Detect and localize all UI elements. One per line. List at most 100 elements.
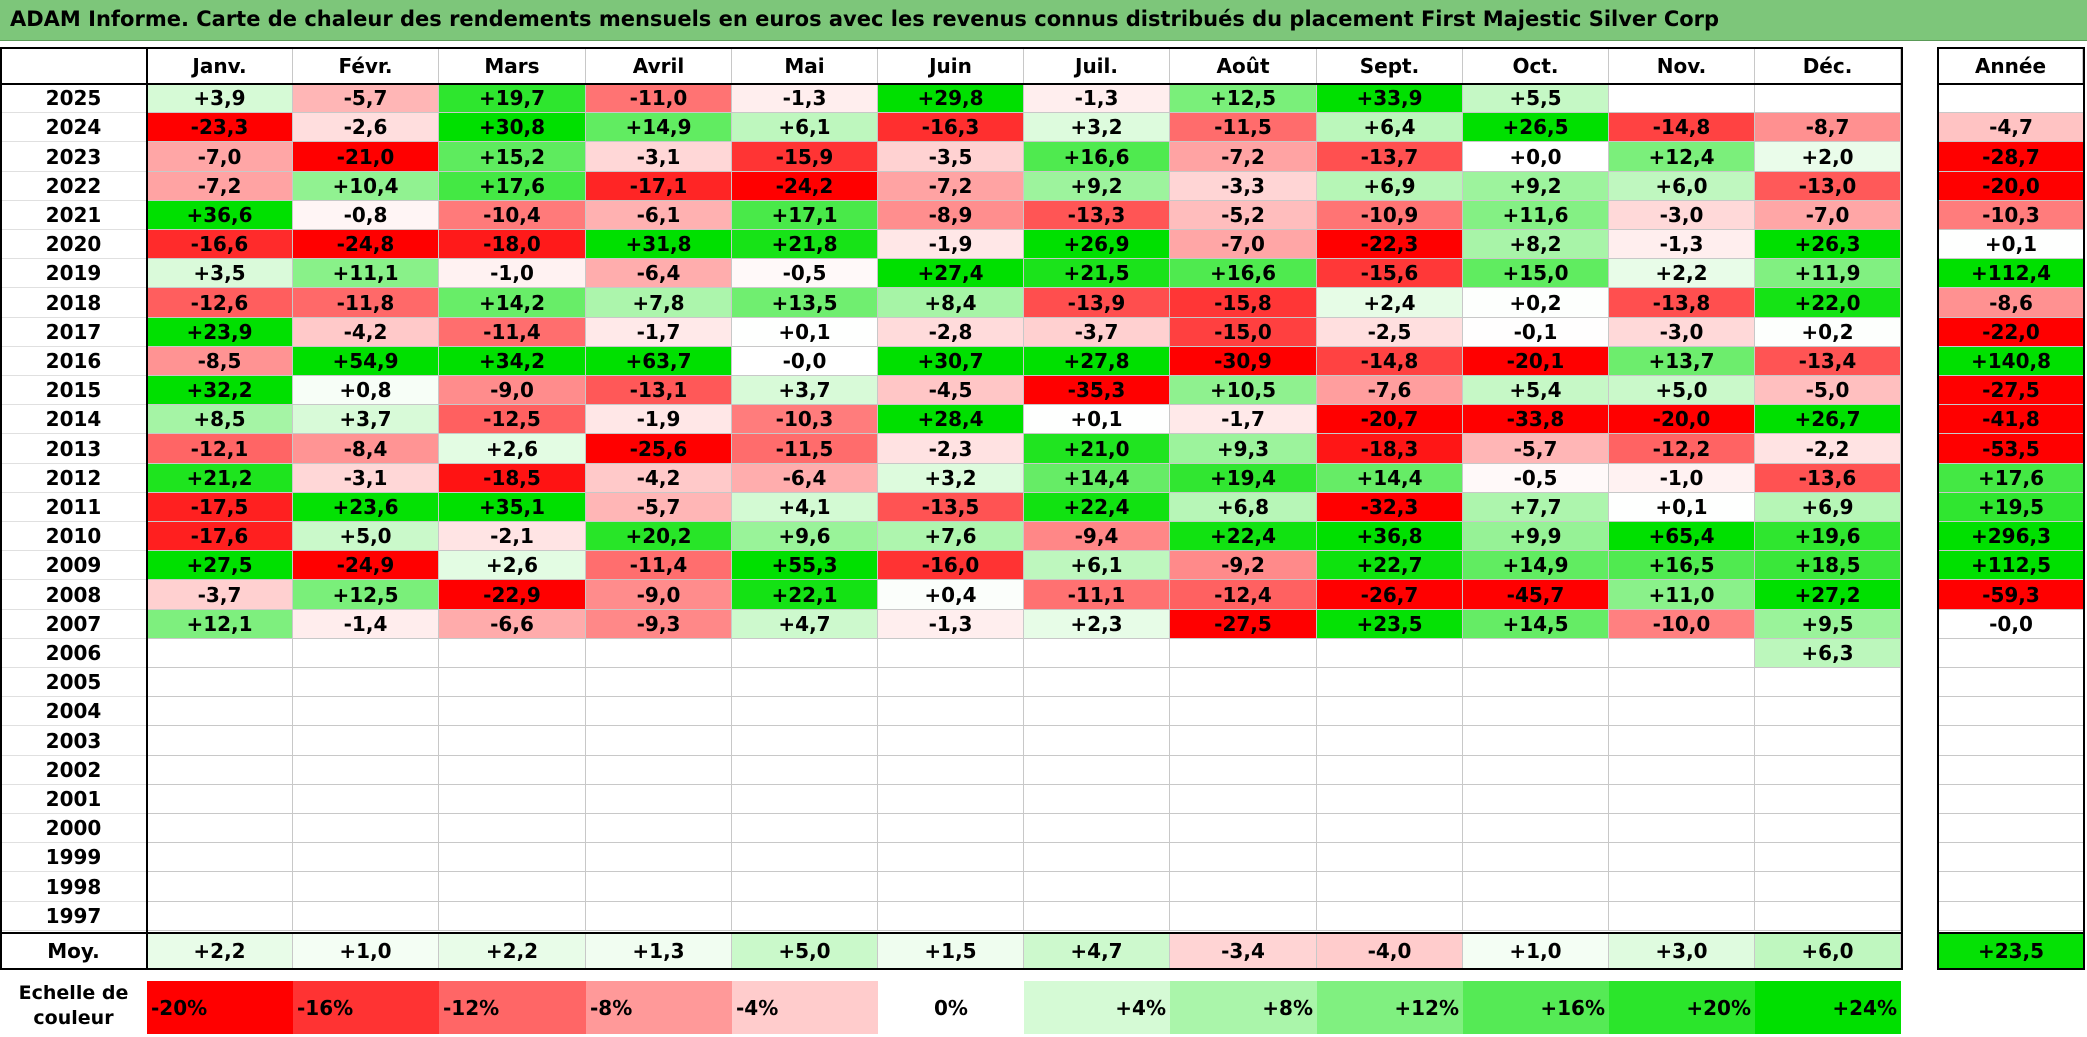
average-cell: +2,2 [147,933,293,968]
heatmap-cell [1463,814,1609,843]
heatmap-cell: -0,8 [293,201,439,230]
heatmap-cell: -13,4 [1755,347,1901,376]
heatmap-cell: +14,9 [586,113,732,142]
heatmap-cell [1024,697,1170,726]
annual-cell [1939,697,2083,726]
heatmap-cell [1755,84,1901,113]
heatmap-cell [1463,697,1609,726]
heatmap-cell: -0,5 [732,259,878,288]
heatmap-cell: -1,3 [1609,230,1755,259]
heatmap-cell: -2,8 [878,318,1024,347]
heatmap-cell: +3,2 [1024,113,1170,142]
heatmap-cell: -20,0 [1609,405,1755,434]
annual-cell: -22,0 [1939,318,2083,347]
heatmap-cell [439,697,586,726]
heatmap-cell: +55,3 [732,551,878,580]
heatmap-cell: +27,4 [878,259,1024,288]
year-label: 2000 [0,814,147,843]
annual-cell [1939,902,2083,931]
heatmap-cell [732,902,878,931]
heatmap-cell: +23,6 [293,493,439,522]
heatmap-cell: +2,4 [1317,288,1463,318]
heatmap-cell [878,814,1024,843]
heatmap-cell: -17,1 [586,172,732,201]
annual-cell: +112,4 [1939,259,2083,288]
heatmap-cell [1609,84,1755,113]
heatmap-cell: +0,1 [1024,405,1170,434]
heatmap-cell: -13,6 [1755,464,1901,493]
heatmap-cell: +8,4 [878,288,1024,318]
average-cell: +6,0 [1755,933,1901,968]
heatmap-cell: -13,3 [1024,201,1170,230]
heatmap-cell: -1,3 [878,610,1024,639]
year-label: 2013 [0,434,147,464]
heatmap-cell: +6,9 [1317,172,1463,201]
heatmap-cell: +30,7 [878,347,1024,376]
annual-cell [1939,756,2083,785]
heatmap-cell [586,668,732,697]
heatmap-cell: -35,3 [1024,376,1170,405]
heatmap-cell [1024,668,1170,697]
scale-swatch: -8% [586,981,732,1034]
heatmap-cell [147,785,293,814]
heatmap-cell [586,697,732,726]
heatmap-cell: +6,9 [1755,493,1901,522]
heatmap-cell: +17,1 [732,201,878,230]
year-label: 2004 [0,697,147,726]
heatmap-cell: +3,7 [293,405,439,434]
heatmap-cell: -27,5 [1170,610,1317,639]
heatmap-cell [1755,872,1901,902]
average-cell: -3,4 [1170,933,1317,968]
heatmap-cell: +10,5 [1170,376,1317,405]
heatmap-cell: +10,4 [293,172,439,201]
heatmap-cell [878,756,1024,785]
heatmap-cell [147,697,293,726]
annual-cell [1939,872,2083,902]
annual-cell: +19,5 [1939,493,2083,522]
heatmap-cell [147,668,293,697]
heatmap-cell: -0,5 [1463,464,1609,493]
heatmap-cell: +15,2 [439,142,586,172]
annual-cell: -59,3 [1939,580,2083,610]
heatmap-cell [1170,668,1317,697]
heatmap-cell [1024,843,1170,872]
heatmap-cell: -2,6 [293,113,439,142]
heatmap-cell: +6,1 [1024,551,1170,580]
heatmap-cell: -8,5 [147,347,293,376]
heatmap-cell [586,726,732,756]
heatmap-cell [1317,872,1463,902]
heatmap-cell: +7,8 [586,288,732,318]
heatmap-cell: -14,8 [1609,113,1755,142]
annual-cell: -8,6 [1939,288,2083,318]
heatmap-cell: -15,9 [732,142,878,172]
average-cell: +1,0 [293,933,439,968]
heatmap-cell: -25,6 [586,434,732,464]
header-divider [0,83,1903,85]
annual-cell [1939,639,2083,668]
heatmap-cell: -15,0 [1170,318,1317,347]
heatmap-cell [878,639,1024,668]
heatmap-cell [293,697,439,726]
heatmap-cell: -5,7 [1463,434,1609,464]
heatmap-cell: -33,8 [1463,405,1609,434]
heatmap-cell [1024,814,1170,843]
scale-swatch: -20% [147,981,293,1034]
heatmap-cell: -15,8 [1170,288,1317,318]
heatmap-cell [1024,785,1170,814]
heatmap-cell: +14,9 [1463,551,1609,580]
heatmap-cell: -24,9 [293,551,439,580]
heatmap-cell: -11,4 [586,551,732,580]
heatmap-cell: +0,0 [1463,142,1609,172]
heatmap-cell [586,756,732,785]
heatmap-cell [1170,756,1317,785]
heatmap-cell [732,843,878,872]
heatmap-cell: -2,3 [878,434,1024,464]
heatmap-cell [1463,902,1609,931]
heatmap-cell: +36,8 [1317,522,1463,551]
heatmap-cell [732,726,878,756]
year-label: 2019 [0,259,147,288]
annual-cell [1939,843,2083,872]
heatmap-cell: +14,2 [439,288,586,318]
heatmap-cell: +13,7 [1609,347,1755,376]
heatmap-cell: +14,5 [1463,610,1609,639]
